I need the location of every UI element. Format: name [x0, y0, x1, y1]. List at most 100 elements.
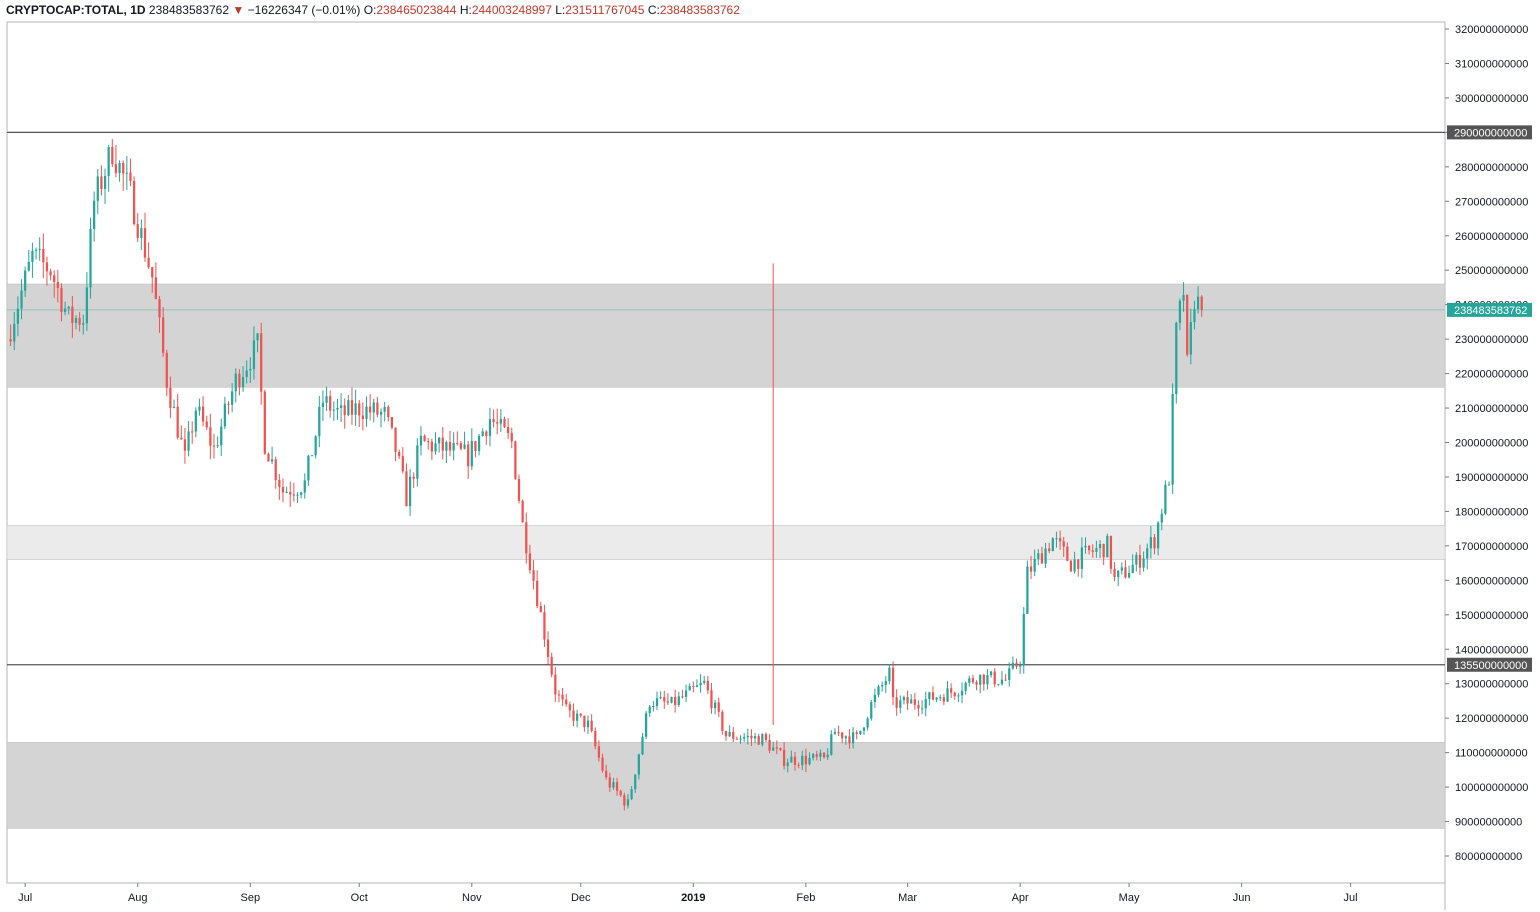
candle — [267, 452, 270, 462]
candle — [467, 440, 470, 479]
candle — [274, 456, 277, 489]
candle — [278, 474, 281, 500]
candle — [1182, 282, 1185, 312]
candle — [506, 418, 510, 439]
candle — [575, 709, 579, 728]
candle — [525, 512, 528, 564]
candle — [162, 307, 165, 357]
candle — [677, 691, 680, 708]
candle — [674, 689, 677, 713]
candle — [427, 438, 430, 450]
candle — [1051, 537, 1054, 552]
candle — [543, 604, 546, 647]
symbol-name[interactable]: CRYPTOCAP:TOTAL, 1D — [6, 3, 146, 17]
candle — [492, 409, 495, 428]
candle — [913, 692, 916, 710]
y-tick-label: 110000000000 — [1455, 748, 1528, 760]
candle — [815, 750, 818, 761]
candle — [634, 774, 637, 793]
candle — [510, 427, 513, 449]
candle — [430, 438, 433, 460]
candle — [132, 176, 136, 226]
candle — [688, 683, 691, 691]
candle — [376, 396, 379, 418]
candle — [53, 270, 56, 298]
candle — [1033, 549, 1036, 577]
low-value: 231511767045 — [565, 3, 645, 17]
time-axis[interactable]: Jul Aug Sep Oct Nov Dec 2019 Feb Mar Apr May Jun Jul — [18, 883, 1358, 904]
candle — [939, 694, 942, 702]
candle — [750, 729, 753, 746]
candle — [129, 158, 132, 187]
candle — [256, 332, 259, 353]
candle — [1146, 543, 1149, 570]
candle — [481, 428, 484, 437]
candle — [710, 682, 713, 714]
level-badge-2: 135500000000 — [1447, 657, 1532, 672]
candle — [63, 301, 67, 316]
candle — [684, 684, 688, 702]
candle — [227, 401, 230, 415]
candle — [448, 430, 452, 457]
candle — [812, 752, 815, 761]
candle — [1037, 549, 1040, 565]
candle — [398, 449, 401, 459]
candle — [180, 425, 183, 440]
candle — [1055, 531, 1058, 548]
candle — [34, 247, 38, 260]
price-axis[interactable]: 320000000000 310000000000 300000000000 2900… — [1445, 24, 1528, 863]
candle — [332, 401, 335, 421]
candle — [866, 716, 869, 731]
candle — [1124, 560, 1127, 579]
candle — [902, 695, 906, 705]
candle — [1066, 542, 1069, 562]
candle — [154, 262, 158, 300]
candle — [1091, 544, 1094, 558]
y-tick-label: 180000000000 — [1455, 506, 1528, 518]
candle — [379, 408, 383, 428]
candle — [245, 360, 248, 384]
zone-3[interactable] — [6, 742, 1446, 829]
candle — [31, 242, 34, 278]
candle — [670, 696, 673, 704]
candle — [456, 431, 459, 446]
candle — [517, 474, 521, 504]
candle — [303, 473, 306, 499]
candle — [452, 432, 455, 461]
zone-2[interactable] — [6, 524, 1446, 560]
horizontal-levels[interactable] — [7, 131, 1445, 666]
close-label: C: — [647, 3, 660, 17]
x-tick-label: Nov — [462, 892, 482, 904]
candle — [358, 399, 361, 427]
candle — [968, 675, 971, 687]
candle — [165, 349, 168, 397]
candle — [826, 748, 829, 760]
last-price-badge: 238483583762 — [1447, 302, 1532, 317]
candle — [772, 741, 775, 751]
candle — [390, 417, 394, 430]
candle — [93, 191, 96, 242]
candle — [663, 690, 666, 709]
y-tick-label: 230000000000 — [1455, 334, 1528, 346]
candle — [822, 752, 826, 759]
candle — [942, 693, 946, 706]
y-tick-label: 280000000000 — [1455, 162, 1528, 174]
candle — [561, 687, 564, 707]
candle — [833, 728, 837, 735]
candle — [528, 544, 532, 574]
candle — [1019, 661, 1022, 675]
candle — [20, 279, 23, 320]
zone-1[interactable] — [6, 283, 1446, 388]
candle — [1131, 554, 1134, 574]
candle — [546, 631, 550, 665]
candle — [38, 237, 41, 261]
candle — [935, 697, 938, 703]
candle — [953, 691, 956, 700]
candle — [1026, 560, 1029, 614]
y-tick-label: 130000000000 — [1455, 679, 1528, 691]
candle — [612, 777, 615, 791]
candle — [1142, 551, 1145, 572]
candle — [387, 405, 390, 422]
candle — [412, 472, 415, 489]
